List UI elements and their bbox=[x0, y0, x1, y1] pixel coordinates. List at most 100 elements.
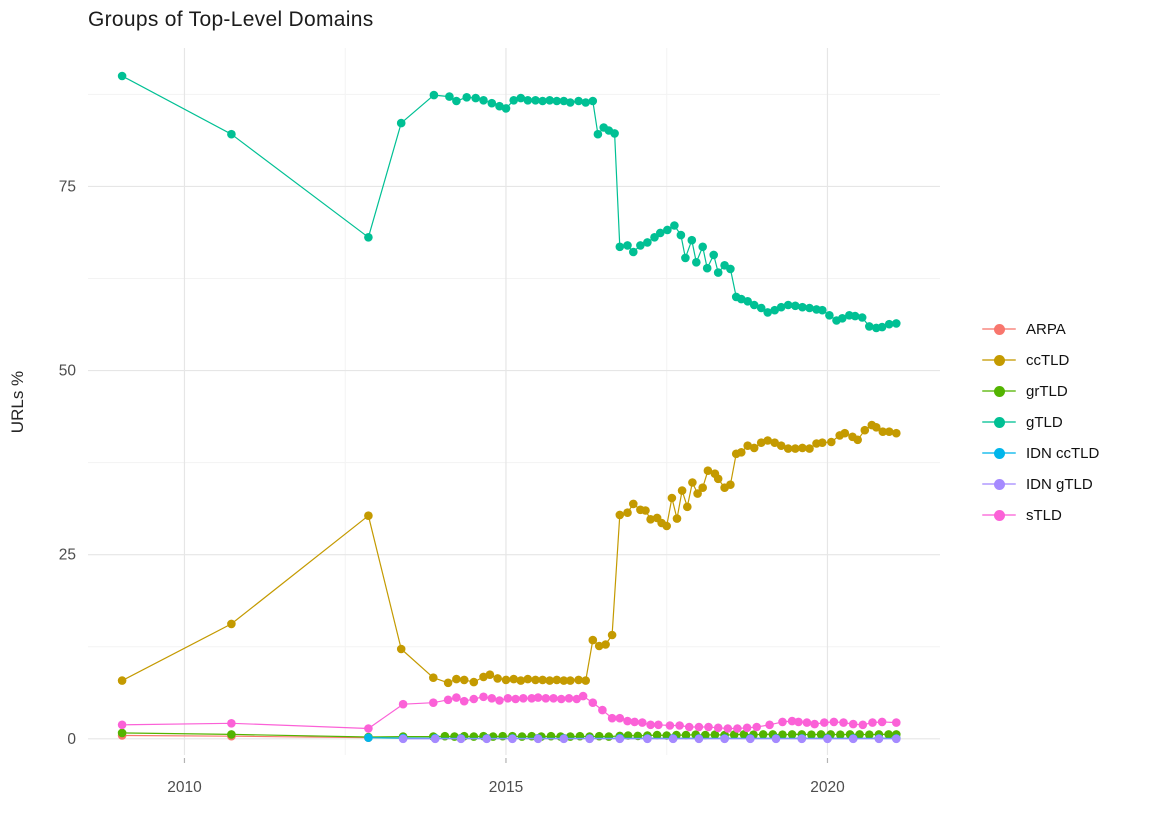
legend-item-idn-gtld: IDN gTLD bbox=[982, 473, 1099, 495]
legend-item-arpa: ARPA bbox=[982, 318, 1099, 340]
data-point-stld bbox=[723, 724, 733, 733]
data-point-cctld bbox=[641, 506, 650, 515]
data-point-cctld bbox=[601, 640, 610, 649]
legend: ARPA ccTLD grTLD gTLD IDN ccTLD IDN gTLD sTLD bbox=[982, 318, 1099, 526]
data-point-stld bbox=[694, 722, 704, 732]
data-point-cctld bbox=[364, 511, 373, 520]
data-point-cctld bbox=[703, 466, 713, 476]
data-point-cctld bbox=[677, 486, 687, 495]
data-point-gtld bbox=[479, 96, 488, 105]
data-point-stld bbox=[588, 698, 598, 707]
data-point-gtld bbox=[726, 264, 735, 274]
data-point-gtld bbox=[396, 118, 406, 128]
data-point-stld bbox=[877, 717, 887, 727]
data-point-gtld bbox=[538, 96, 547, 106]
data-point-stld bbox=[794, 717, 803, 727]
data-point-stld bbox=[459, 696, 469, 706]
data-point-cctld bbox=[737, 448, 746, 457]
data-point-gtld bbox=[670, 221, 679, 230]
data-point-stld bbox=[810, 719, 819, 729]
legend-label-stld: sTLD bbox=[1026, 506, 1062, 524]
data-point-gtld bbox=[692, 258, 701, 267]
data-point-gtld bbox=[531, 96, 540, 105]
data-point-cctld bbox=[783, 444, 793, 453]
data-point-stld bbox=[511, 694, 520, 704]
data-point-stld bbox=[733, 724, 742, 733]
y-tick-label: 0 bbox=[67, 731, 76, 748]
data-point-stld bbox=[398, 699, 408, 709]
data-point-cctld bbox=[798, 443, 807, 453]
legend-label-idn-gtld: IDN gTLD bbox=[1026, 475, 1093, 493]
data-point-gtld bbox=[588, 96, 598, 106]
data-point-grtld bbox=[662, 731, 671, 740]
data-point-cctld bbox=[805, 444, 814, 453]
data-point-gtld bbox=[838, 314, 847, 323]
data-point-stld bbox=[578, 691, 588, 701]
legend-item-gtld: gTLD bbox=[982, 411, 1099, 433]
data-point-cctld bbox=[791, 444, 800, 453]
data-point-cctld bbox=[756, 438, 766, 448]
data-point-cctld bbox=[516, 676, 526, 685]
data-point-gtld bbox=[798, 302, 807, 312]
data-point-stld bbox=[787, 716, 797, 726]
data-point-gtld bbox=[471, 93, 481, 103]
data-point-cctld bbox=[629, 499, 638, 509]
data-point-cctld bbox=[770, 438, 779, 448]
y-tick-label: 75 bbox=[59, 178, 76, 195]
legend-key-icon-idn-gtld bbox=[982, 473, 1016, 495]
data-point-idn-gtld bbox=[746, 734, 755, 744]
data-point-cctld bbox=[693, 489, 702, 498]
legend-label-gtld: gTLD bbox=[1026, 413, 1063, 431]
data-point-gtld bbox=[756, 303, 766, 313]
legend-item-stld: sTLD bbox=[982, 504, 1099, 526]
data-point-gtld bbox=[509, 96, 518, 105]
data-point-stld bbox=[765, 720, 774, 730]
data-point-grtld bbox=[816, 730, 826, 739]
data-point-gtld bbox=[452, 96, 461, 106]
data-point-cctld bbox=[878, 427, 888, 437]
data-point-gtld bbox=[825, 311, 834, 320]
data-point-cctld bbox=[884, 427, 894, 437]
data-point-stld bbox=[572, 694, 581, 704]
data-point-cctld bbox=[493, 674, 502, 683]
data-point-gtld bbox=[574, 96, 583, 106]
data-point-stld bbox=[479, 692, 488, 702]
data-point-stld bbox=[443, 695, 453, 705]
data-point-idn-gtld bbox=[848, 734, 858, 744]
data-point-gtld bbox=[495, 101, 504, 111]
data-point-cctld bbox=[763, 436, 772, 445]
data-point-idn-gtld bbox=[559, 734, 569, 744]
data-point-gtld bbox=[791, 301, 800, 311]
data-point-stld bbox=[638, 718, 647, 727]
data-point-stld bbox=[630, 717, 639, 727]
data-point-gtld bbox=[818, 305, 827, 315]
legend-label-arpa: ARPA bbox=[1026, 320, 1066, 338]
data-point-grtld bbox=[739, 730, 749, 739]
data-point-idn-gtld bbox=[823, 734, 832, 744]
data-point-cctld bbox=[452, 674, 461, 684]
data-point-grtld bbox=[865, 730, 874, 739]
data-point-gtld bbox=[364, 233, 373, 242]
data-point-gtld bbox=[523, 96, 533, 105]
data-point-stld bbox=[364, 724, 373, 733]
data-point-gtld bbox=[783, 300, 793, 310]
data-point-cctld bbox=[698, 483, 707, 493]
data-point-cctld bbox=[501, 675, 511, 685]
legend-key-icon-gtld bbox=[982, 411, 1016, 433]
data-point-cctld bbox=[892, 428, 901, 438]
data-point-grtld bbox=[117, 728, 127, 738]
data-point-gtld bbox=[749, 300, 759, 310]
y-tick-label: 25 bbox=[59, 547, 76, 564]
data-point-grtld bbox=[884, 730, 893, 739]
legend-item-idn-cctld: IDN ccTLD bbox=[982, 442, 1099, 464]
data-point-stld bbox=[469, 694, 479, 704]
data-point-stld bbox=[503, 694, 513, 703]
data-point-grtld bbox=[517, 732, 527, 741]
data-point-cctld bbox=[872, 423, 881, 432]
data-point-idn-gtld bbox=[668, 734, 678, 744]
data-point-cctld bbox=[743, 441, 752, 451]
data-point-idn-gtld bbox=[398, 734, 408, 744]
data-point-cctld bbox=[559, 676, 569, 685]
data-point-cctld bbox=[683, 502, 692, 512]
data-point-cctld bbox=[396, 644, 406, 654]
